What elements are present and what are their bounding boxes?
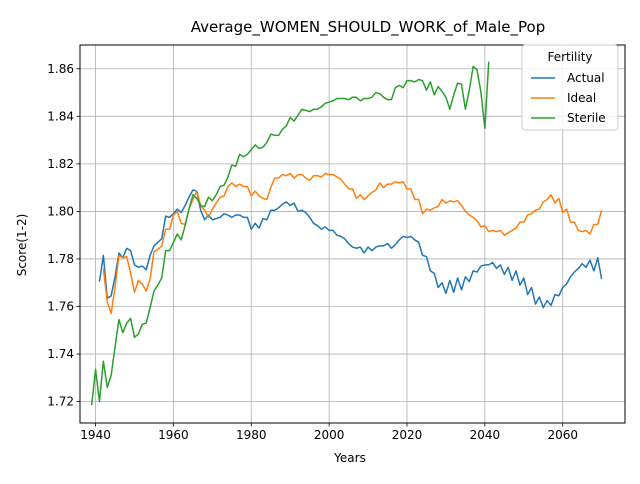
y-tick-label: 1.74 xyxy=(47,347,74,361)
x-axis-label: Years xyxy=(333,451,366,465)
y-tick-label: 1.76 xyxy=(47,300,74,314)
x-tick-label: 1960 xyxy=(158,428,189,442)
y-tick-label: 1.84 xyxy=(47,109,74,123)
series-line-sterile xyxy=(90,61,490,406)
x-tick-label: 2040 xyxy=(470,428,501,442)
x-tick-label: 2020 xyxy=(392,428,423,442)
x-tick-label: 2060 xyxy=(547,428,578,442)
y-tick-label: 1.82 xyxy=(47,157,74,171)
legend-title: Fertility xyxy=(547,50,592,64)
series-line-actual xyxy=(98,189,603,309)
chart-title: Average_WOMEN_SHOULD_WORK_of_Male_Pop xyxy=(191,18,545,37)
legend-label-sterile: Sterile xyxy=(567,111,606,125)
axis-ticks: 1940 1960 1980 2000 2020 2040 2060 1.72 1.74 1.76… xyxy=(47,62,578,442)
grid xyxy=(80,45,625,423)
y-tick-label: 1.80 xyxy=(47,204,74,218)
y-tick-label: 1.78 xyxy=(47,252,74,266)
legend-box xyxy=(521,44,619,131)
legend: Fertility Actual Ideal Sterile xyxy=(521,44,619,131)
x-tick-label: 1980 xyxy=(236,428,267,442)
legend-label-ideal: Ideal xyxy=(567,91,596,105)
legend-label-actual: Actual xyxy=(567,71,605,85)
plot-frame xyxy=(79,44,626,424)
x-tick-label: 1940 xyxy=(80,428,111,442)
series-lines xyxy=(90,61,603,406)
legend-entries: Actual Ideal Sterile xyxy=(531,71,606,125)
x-tick-label: 2000 xyxy=(314,428,345,442)
y-tick-label: 1.86 xyxy=(47,62,74,76)
y-tick-label: 1.72 xyxy=(47,395,74,409)
y-axis-label: Score(1-2) xyxy=(15,214,29,277)
